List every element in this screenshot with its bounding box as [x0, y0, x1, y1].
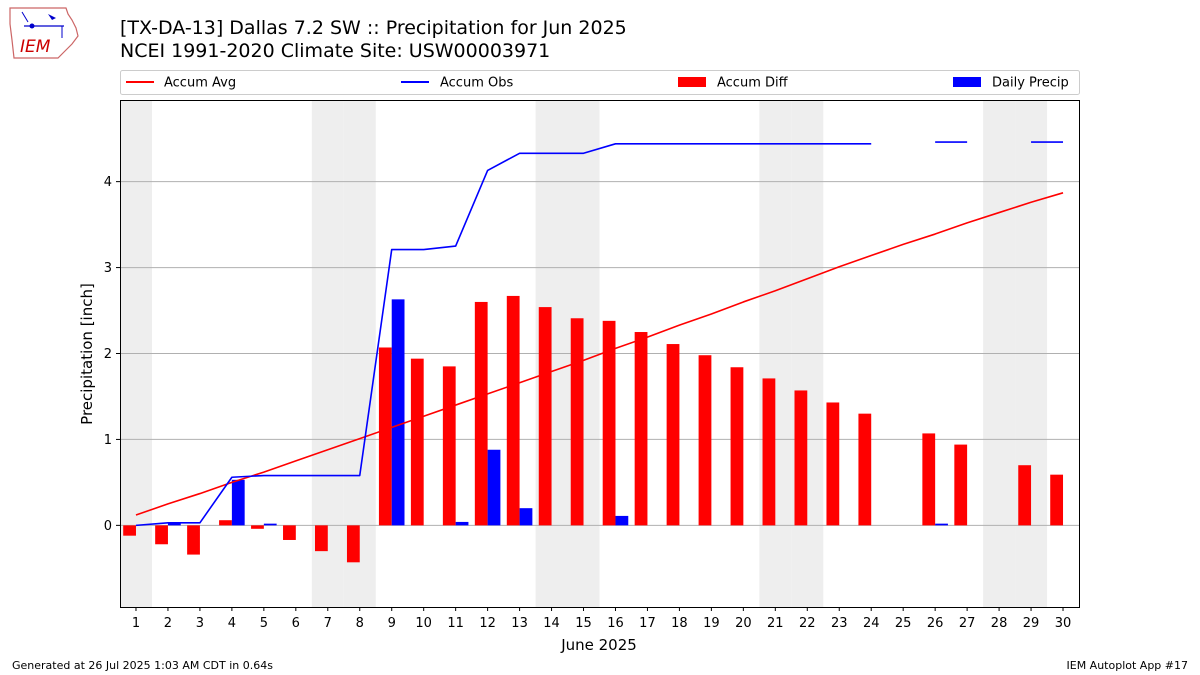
- bar-accum-diff-day-10: [410, 358, 424, 526]
- x-tick-label: 9: [388, 616, 396, 631]
- bar-accum-diff-day-6: [283, 525, 296, 540]
- gridlines: [120, 181, 1079, 526]
- legend-label-accum-obs: Accum Obs: [440, 76, 513, 91]
- bar-accum-diff-day-8: [346, 525, 360, 563]
- line-accum-obs-segment-0: [135, 143, 872, 527]
- y-axis-label: Precipitation [inch]: [78, 283, 96, 425]
- bar-accum-diff-day-11: [442, 366, 456, 526]
- x-tick-label: 21: [767, 616, 784, 631]
- x-tick-label: 8: [356, 616, 364, 631]
- bar-daily-precip-day-11: [455, 521, 469, 526]
- bar-daily-precip-day-2: [167, 522, 181, 526]
- legend-label-daily-precip: Daily Precip: [992, 76, 1069, 91]
- y-axis: 0 1 2 3 4: [104, 175, 120, 534]
- bar-accum-diff-day-21: [762, 378, 776, 526]
- x-tick-label: 20: [735, 616, 752, 631]
- logo-tick: [21, 11, 29, 23]
- bar-accum-diff-day-7: [314, 525, 328, 552]
- x-tick-label: 26: [927, 616, 944, 631]
- bar-accum-diff-day-20: [730, 367, 744, 526]
- bar-accum-diff-day-26: [922, 433, 936, 526]
- x-tick-label: 5: [260, 616, 268, 631]
- x-tick-label: 11: [447, 616, 464, 631]
- bar-daily-precip-day-4: [231, 479, 245, 526]
- bar-daily-precip-day-13: [519, 508, 533, 526]
- legend-frame: [120, 70, 1080, 95]
- y-tick-label: 4: [104, 175, 112, 190]
- legend-swatch-accum-diff: [678, 77, 706, 87]
- bar-accum-diff-day-23: [826, 402, 840, 526]
- x-tick-label: 7: [324, 616, 332, 631]
- x-tick-label: 16: [607, 616, 624, 631]
- bar-daily-precip-day-12: [487, 449, 501, 526]
- x-tick-label: 24: [863, 616, 880, 631]
- bar-daily-precip-day-5: [263, 523, 277, 526]
- bar-daily-precip-day-26: [935, 523, 948, 526]
- x-tick-label: 19: [703, 616, 720, 631]
- x-tick-label: 12: [479, 616, 496, 631]
- footer-app: IEM Autoplot App #17: [1066, 659, 1189, 672]
- bar-accum-diff-day-24: [858, 413, 872, 526]
- x-tick-label: 15: [575, 616, 592, 631]
- line-accum-avg-segment-0: [135, 192, 1064, 516]
- x-tick-label: 4: [228, 616, 236, 631]
- bar-accum-diff-day-17: [634, 332, 648, 526]
- bar-accum-diff-day-13: [506, 295, 520, 526]
- bar-accum-diff-day-19: [698, 355, 712, 526]
- chart-title: [TX-DA-13] Dallas 7.2 SW :: Precipitatio…: [120, 17, 627, 39]
- x-tick-label: 17: [639, 616, 656, 631]
- bar-accum-diff-day-15: [570, 318, 584, 526]
- bar-daily-precip-day-16: [615, 515, 629, 526]
- bar-accum-diff-day-9: [378, 347, 392, 526]
- bar-accum-diff-day-29: [1018, 465, 1032, 526]
- y-tick-label: 2: [104, 347, 112, 362]
- x-tick-label: 1: [132, 616, 140, 631]
- x-axis: 1 2 3 4 5 6 7 8 9 10 11 12 13 14 15 16 17 18 19 20 21 22 23 24 2…: [132, 607, 1071, 631]
- bar-accum-diff-day-5: [251, 525, 264, 529]
- bar-accum-diff-day-30: [1050, 474, 1064, 526]
- legend-label-accum-diff: Accum Diff: [717, 76, 789, 91]
- y-tick-label: 0: [104, 519, 112, 534]
- series-lines: [135, 141, 1064, 527]
- bar-accum-diff-day-3: [187, 525, 200, 555]
- x-tick-label: 18: [671, 616, 688, 631]
- bar-accum-diff-day-18: [666, 344, 680, 526]
- x-tick-label: 30: [1055, 616, 1072, 631]
- bars: [123, 295, 1064, 563]
- legend-swatch-daily-precip: [953, 77, 981, 87]
- x-tick-label: 25: [895, 616, 912, 631]
- legend: Accum Avg Accum Obs Accum Diff Daily Pre…: [120, 70, 1080, 95]
- x-tick-label: 2: [164, 616, 172, 631]
- bar-accum-diff-day-22: [794, 390, 808, 526]
- y-tick-label: 3: [104, 261, 112, 276]
- legend-label-accum-avg: Accum Avg: [164, 76, 236, 91]
- x-tick-label: 22: [799, 616, 816, 631]
- chart-subtitle: NCEI 1991-2020 Climate Site: USW00003971: [120, 40, 551, 62]
- x-tick-label: 3: [196, 616, 204, 631]
- x-tick-label: 23: [831, 616, 848, 631]
- x-tick-label: 27: [959, 616, 976, 631]
- bar-accum-diff-day-16: [602, 320, 616, 526]
- iem-logo: IEM: [9, 7, 79, 59]
- y-tick-label: 1: [104, 433, 112, 448]
- bar-daily-precip-day-9: [391, 299, 405, 526]
- bar-accum-diff-day-14: [538, 307, 552, 526]
- bar-accum-diff-day-27: [954, 444, 968, 526]
- x-tick-label: 6: [292, 616, 300, 631]
- x-tick-label: 29: [1023, 616, 1040, 631]
- x-axis-label: June 2025: [560, 636, 637, 654]
- bar-accum-diff-day-4: [219, 520, 232, 526]
- logo-text: IEM: [20, 37, 51, 57]
- bar-accum-diff-day-2: [155, 525, 168, 545]
- bar-accum-diff-day-1: [123, 525, 136, 536]
- footer-generated: Generated at 26 Jul 2025 1:03 AM CDT in …: [12, 659, 273, 672]
- x-tick-label: 14: [543, 616, 560, 631]
- bar-accum-diff-day-12: [474, 301, 488, 526]
- x-tick-label: 13: [511, 616, 528, 631]
- x-tick-label: 10: [415, 616, 432, 631]
- logo-arrow: [48, 14, 56, 20]
- plot-frame: [120, 100, 1080, 608]
- x-tick-label: 28: [991, 616, 1008, 631]
